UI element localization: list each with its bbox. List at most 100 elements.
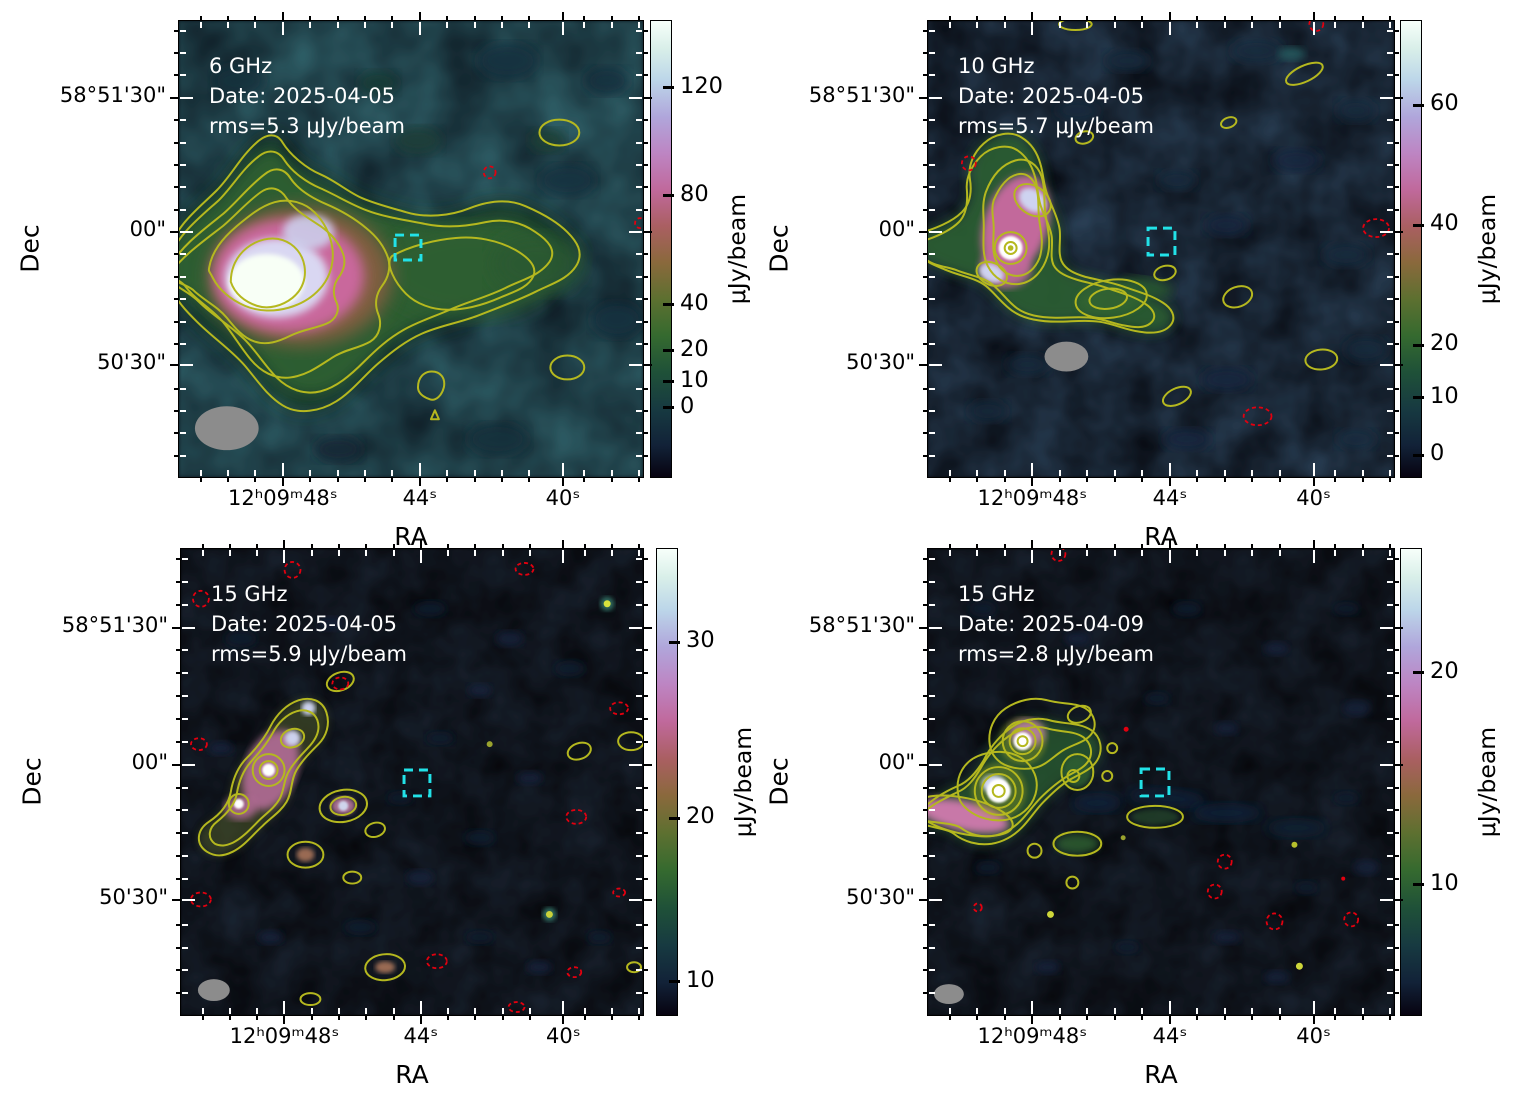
y-tick-inner-right — [1387, 186, 1393, 189]
y-tick-outer-right — [644, 298, 648, 301]
x-tick-inner-top — [1223, 550, 1226, 556]
y-tick-inner-right — [636, 387, 642, 390]
x-tick-inner-top — [501, 550, 504, 556]
x-tick-outer-bottom — [1168, 478, 1171, 486]
y-tick-outer-right — [644, 409, 648, 412]
y-tick-outer-left — [176, 877, 180, 880]
x-tick-outer-top — [446, 16, 449, 20]
x-tick-outer-bottom — [1278, 478, 1281, 482]
frequency-label: 15 GHz — [211, 582, 288, 606]
x-tick-outer-bottom — [1334, 1016, 1336, 1020]
x-tick-outer-top — [1141, 16, 1144, 20]
y-tick-outer-left — [923, 387, 927, 390]
y-tick-outer-left — [923, 432, 927, 435]
y-tick-outer-left — [919, 763, 927, 766]
x-tick-outer-bottom — [391, 478, 394, 482]
y-tick-inner-right — [636, 809, 642, 812]
x-tick-inner-top — [1113, 550, 1116, 556]
y-tick-inner-left — [180, 74, 186, 77]
x-tick-inner-bottom — [1058, 470, 1061, 476]
x-tick-inner-top — [336, 22, 339, 28]
x-tick-outer-bottom — [1058, 478, 1061, 482]
panel-annotation: 6 GHz Date: 2025-04-05 rms=5.3 μJy/beam — [209, 51, 405, 141]
y-tick-outer-left — [919, 96, 927, 99]
y-tick-inner-left — [180, 96, 193, 99]
y-tick-outer-left — [923, 208, 927, 211]
x-tick-outer-top — [610, 544, 613, 548]
x-tick-outer-top — [1086, 16, 1089, 20]
x-tick-outer-top — [561, 12, 564, 20]
y-tick-inner-left — [180, 231, 193, 234]
y-tick-outer-left — [174, 320, 178, 323]
positive-contours — [928, 697, 1184, 890]
y-tick-inner-left — [929, 363, 942, 366]
x-tick-outer-bottom — [638, 478, 641, 482]
x-tick-inner-top — [1168, 550, 1171, 563]
y-tick-outer-left — [174, 454, 178, 457]
colorbar-unit-label: μJy/beam — [729, 726, 757, 838]
x-tick-inner-bottom — [1278, 1008, 1281, 1014]
x-tick-outer-top — [1334, 16, 1336, 20]
x-tick-outer-bottom — [419, 1016, 422, 1024]
y-tick-label: 00" — [129, 217, 166, 242]
y-tick-label: 58°51'30" — [59, 82, 166, 107]
y-tick-label: 50'30" — [97, 349, 166, 374]
colorbar-tick-label: 0 — [1430, 440, 1445, 467]
x-tick-inner-top — [1003, 550, 1006, 556]
y-tick-outer-right — [1395, 96, 1403, 99]
y-tick-outer-left — [176, 580, 180, 583]
y-tick-inner-left — [182, 740, 188, 743]
y-tick-outer-right — [644, 855, 648, 858]
y-tick-inner-left — [929, 969, 935, 972]
x-tick-inner-top — [364, 22, 367, 28]
y-tick-inner-right — [636, 786, 642, 789]
y-tick-inner-left — [180, 253, 186, 256]
x-tick-outer-top — [638, 16, 641, 20]
panel-annotation: 15 GHz Date: 2025-04-05 rms=5.9 μJy/beam — [211, 579, 407, 669]
x-tick-inner-top — [561, 22, 564, 35]
x-tick-outer-bottom — [528, 478, 531, 482]
y-tick-outer-right — [644, 672, 648, 675]
y-tick-inner-right — [636, 298, 642, 301]
x-tick-inner-top — [562, 550, 565, 563]
colorbar-tick — [1413, 396, 1424, 400]
date-label: Date: 2025-04-05 — [958, 84, 1144, 108]
x-tick-inner-bottom — [1113, 470, 1116, 476]
colorbar-10ghz: μJy/beam 60 40 20 10 0 — [1400, 20, 1501, 478]
x-axis-label: RA — [395, 1060, 429, 1089]
y-tick-inner-left — [182, 603, 188, 606]
x-tick-inner-bottom — [1168, 463, 1171, 476]
beam-ellipse — [197, 979, 230, 1002]
y-tick-outer-right — [1395, 740, 1399, 743]
x-tick-inner-bottom — [446, 470, 449, 476]
x-tick-inner-bottom — [418, 463, 421, 476]
y-tick-outer-right — [1395, 877, 1399, 880]
y-tick-inner-left — [180, 342, 186, 345]
y-tick-inner-right — [1387, 603, 1393, 606]
x-tick-outer-bottom — [948, 478, 951, 482]
x-tick-inner-top — [474, 550, 477, 556]
x-tick-inner-top — [1278, 550, 1281, 556]
y-tick-label: 00" — [131, 749, 168, 774]
y-tick-outer-right — [1395, 809, 1399, 812]
y-tick-outer-left — [174, 186, 178, 189]
y-tick-outer-right — [1395, 899, 1403, 902]
x-tick-inner-bottom — [256, 1008, 259, 1014]
y-tick-inner-right — [1380, 96, 1393, 99]
x-tick-outer-top — [583, 16, 586, 20]
y-tick-outer-right — [644, 320, 648, 323]
map-canvas-15ghz-apr09: 15 GHz Date: 2025-04-09 rms=2.8 μJy/beam — [927, 548, 1395, 1016]
map-canvas-6ghz: 6 GHz Date: 2025-04-05 rms=5.3 μJy/beam — [178, 20, 644, 478]
x-tick-outer-bottom — [1168, 1016, 1171, 1024]
y-tick-outer-left — [174, 141, 178, 144]
y-tick-inner-left — [182, 877, 188, 880]
y-tick-outer-right — [1395, 409, 1399, 412]
y-tick-outer-right — [644, 946, 648, 949]
y-tick-outer-right — [1395, 74, 1399, 77]
y-tick-inner-right — [1387, 52, 1393, 55]
y-tick-outer-left — [923, 992, 927, 995]
positive-contours — [197, 670, 643, 1007]
x-tick-inner-bottom — [1389, 470, 1392, 476]
y-tick-outer-left — [923, 342, 927, 345]
colorbar-15ghz-apr05: μJy/beam 30 20 10 — [656, 548, 757, 1016]
